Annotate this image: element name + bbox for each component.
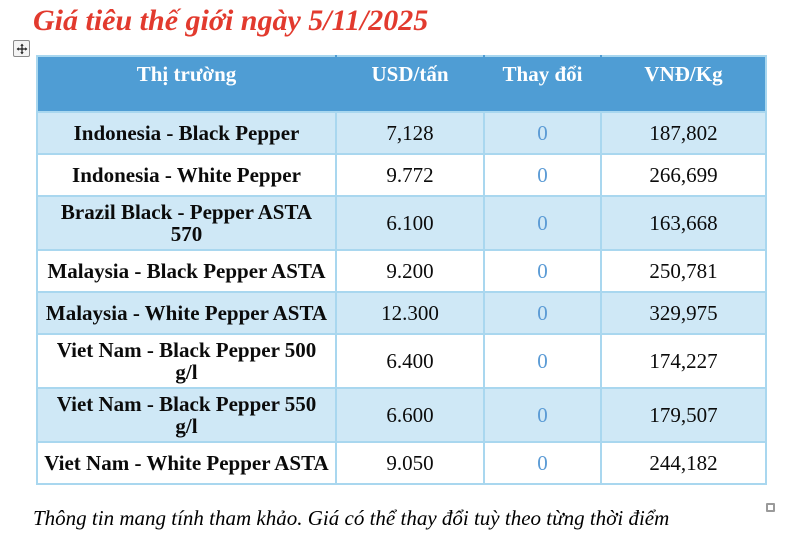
- vnd-cell: 174,227: [600, 333, 767, 389]
- market-cell: Malaysia - White Pepper ASTA: [36, 291, 337, 335]
- column-header-usd: USD/tấn: [335, 55, 485, 113]
- change-cell: 0: [483, 153, 602, 197]
- change-cell: 0: [483, 291, 602, 335]
- market-cell: Viet Nam - Black Pepper 500 g/l: [36, 333, 337, 389]
- pepper-price-table: Thị trường USD/tấn Thay đổi VNĐ/Kg Indon…: [36, 55, 767, 485]
- table-row: Malaysia - White Pepper ASTA 12.300 0 32…: [36, 291, 767, 335]
- usd-cell: 12.300: [335, 291, 485, 335]
- market-cell: Malaysia - Black Pepper ASTA: [36, 249, 337, 293]
- column-header-change: Thay đổi: [483, 55, 602, 113]
- market-cell: Brazil Black - Pepper ASTA 570: [36, 195, 337, 251]
- table-row: Viet Nam - White Pepper ASTA 9.050 0 244…: [36, 441, 767, 485]
- table-row: Indonesia - White Pepper 9.772 0 266,699: [36, 153, 767, 197]
- market-cell: Indonesia - Black Pepper: [36, 111, 337, 155]
- vnd-cell: 329,975: [600, 291, 767, 335]
- table-row: Viet Nam - Black Pepper 550 g/l 6.600 0 …: [36, 387, 767, 443]
- change-cell: 0: [483, 333, 602, 389]
- header-row: Thị trường USD/tấn Thay đổi VNĐ/Kg: [36, 55, 767, 113]
- table-row: Viet Nam - Black Pepper 500 g/l 6.400 0 …: [36, 333, 767, 389]
- move-icon: [16, 43, 28, 55]
- change-cell: 0: [483, 441, 602, 485]
- usd-cell: 6.600: [335, 387, 485, 443]
- usd-cell: 9.772: [335, 153, 485, 197]
- vnd-cell: 187,802: [600, 111, 767, 155]
- vnd-cell: 163,668: [600, 195, 767, 251]
- change-cell: 0: [483, 111, 602, 155]
- table-resize-handle[interactable]: [766, 503, 775, 512]
- vnd-cell: 266,699: [600, 153, 767, 197]
- usd-cell: 9.200: [335, 249, 485, 293]
- column-header-vnd: VNĐ/Kg: [600, 55, 767, 113]
- table-row: Malaysia - Black Pepper ASTA 9.200 0 250…: [36, 249, 767, 293]
- column-header-market: Thị trường: [36, 55, 337, 113]
- table-move-handle[interactable]: [13, 40, 30, 57]
- market-cell: Viet Nam - Black Pepper 550 g/l: [36, 387, 337, 443]
- vnd-cell: 179,507: [600, 387, 767, 443]
- market-cell: Indonesia - White Pepper: [36, 153, 337, 197]
- usd-cell: 6.100: [335, 195, 485, 251]
- page-title: Giá tiêu thế giới ngày 5/11/2025: [33, 4, 429, 37]
- change-cell: 0: [483, 195, 602, 251]
- usd-cell: 6.400: [335, 333, 485, 389]
- vnd-cell: 250,781: [600, 249, 767, 293]
- disclaimer-text: Thông tin mang tính tham khảo. Giá có th…: [33, 506, 670, 530]
- change-cell: 0: [483, 249, 602, 293]
- usd-cell: 7,128: [335, 111, 485, 155]
- table-row: Indonesia - Black Pepper 7,128 0 187,802: [36, 111, 767, 155]
- market-cell: Viet Nam - White Pepper ASTA: [36, 441, 337, 485]
- usd-cell: 9.050: [335, 441, 485, 485]
- change-cell: 0: [483, 387, 602, 443]
- table-row: Brazil Black - Pepper ASTA 570 6.100 0 1…: [36, 195, 767, 251]
- vnd-cell: 244,182: [600, 441, 767, 485]
